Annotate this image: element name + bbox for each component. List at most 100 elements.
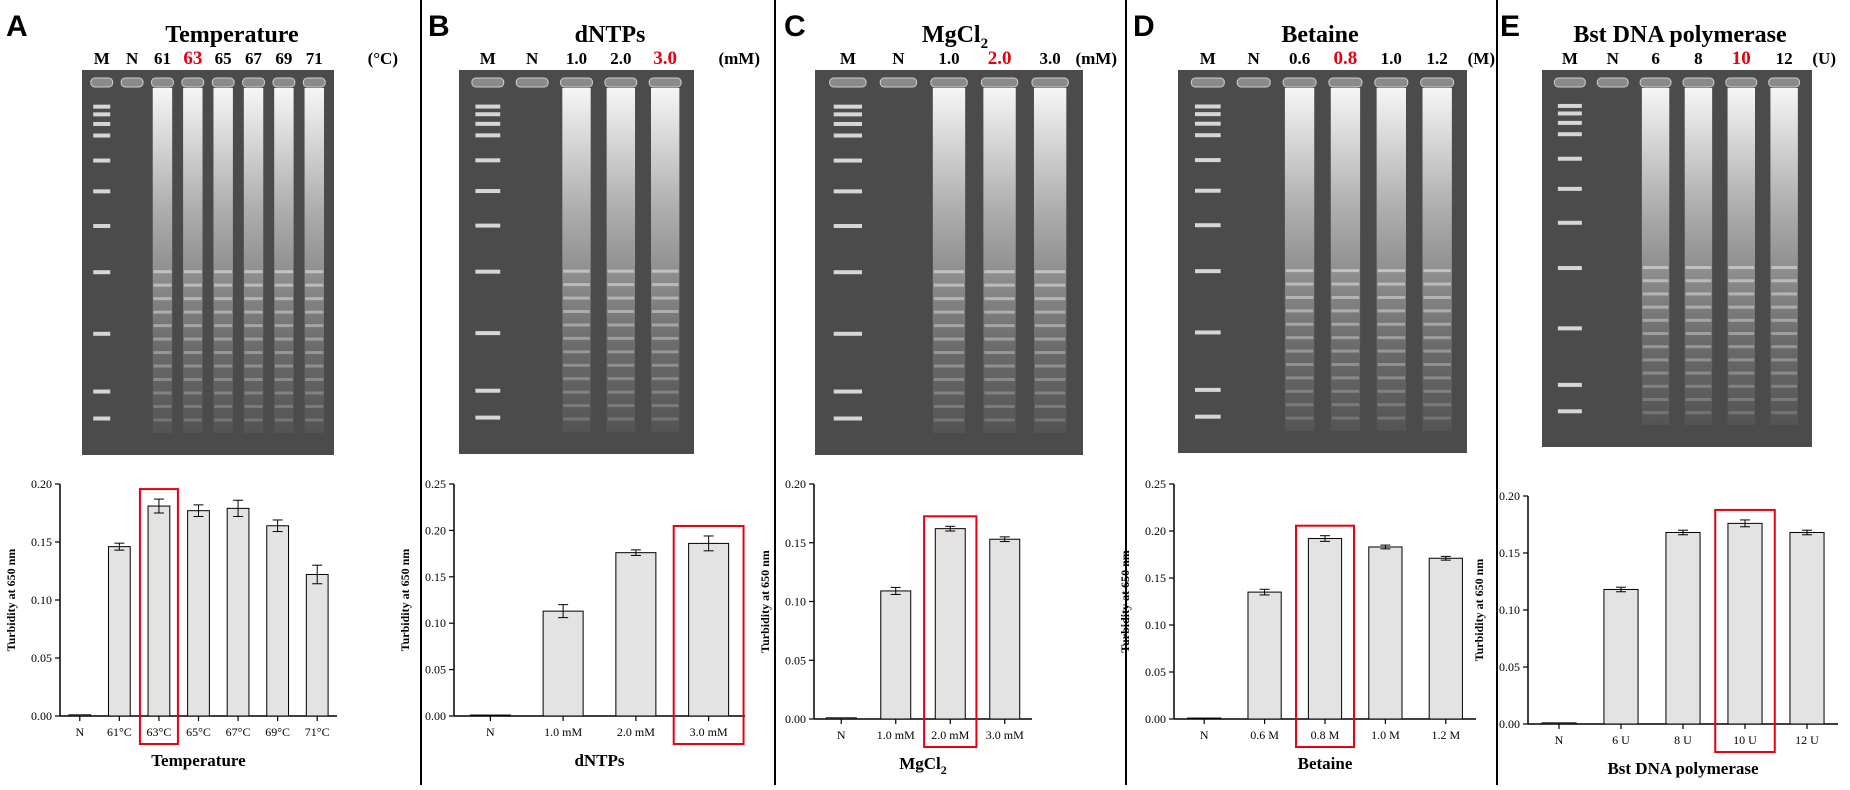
gel-band xyxy=(1423,403,1451,407)
gel-unit-label: (mM) xyxy=(1075,49,1117,68)
gel-band xyxy=(1285,322,1314,326)
gel-well xyxy=(604,77,638,88)
gel-lane-label: 65 xyxy=(215,49,232,68)
bar xyxy=(1727,522,1763,725)
gel-well xyxy=(120,77,144,88)
gel-band xyxy=(563,283,590,287)
gel-band xyxy=(1642,305,1669,309)
gel-well xyxy=(1682,77,1715,88)
gel-band xyxy=(1331,389,1360,393)
x-axis-label: Temperature xyxy=(151,751,246,770)
gel-band xyxy=(274,283,294,287)
marker-band xyxy=(1557,220,1582,225)
gel-lane-label: 3.0 xyxy=(653,48,677,69)
gel-band xyxy=(1285,376,1314,380)
marker-band xyxy=(1194,158,1221,163)
gel-band xyxy=(563,350,590,354)
y-tick-label: 0.00 xyxy=(1145,712,1166,726)
gel-band xyxy=(305,351,324,355)
gel-band xyxy=(1771,279,1797,283)
gel-band xyxy=(1034,351,1066,355)
gel-band xyxy=(244,351,263,355)
gel-lane-label: 1.2 xyxy=(1427,49,1448,68)
bar xyxy=(825,717,857,720)
gel-band xyxy=(153,297,172,301)
gel-band xyxy=(1331,295,1360,299)
gel-unit-label: (°C) xyxy=(368,49,398,68)
x-tick-label: N xyxy=(1555,733,1564,747)
gel-band xyxy=(651,283,679,287)
gel-band xyxy=(1377,416,1406,420)
gel-band xyxy=(1423,295,1451,299)
gel-band xyxy=(1728,397,1755,401)
bar xyxy=(1368,546,1403,720)
gel-band xyxy=(214,364,233,368)
gel-band xyxy=(563,417,590,421)
gel-band xyxy=(607,363,635,367)
x-tick-label: 1.0 M xyxy=(1371,728,1400,742)
gel-lane-label: N xyxy=(126,49,139,68)
y-tick-label: 0.20 xyxy=(785,477,806,491)
gel-band xyxy=(1728,318,1755,322)
gel-image xyxy=(82,70,334,455)
gel-band xyxy=(1377,282,1406,286)
y-tick-label: 0.05 xyxy=(1499,660,1520,674)
gel-band xyxy=(153,310,172,314)
bar xyxy=(187,510,210,717)
gel-band xyxy=(1771,292,1797,296)
x-axis-label: Betaine xyxy=(1298,754,1353,773)
gel-band xyxy=(651,350,679,354)
y-tick-label: 0.15 xyxy=(1145,571,1166,585)
marker-band xyxy=(475,112,501,117)
gel-lane-label: N xyxy=(1607,49,1620,68)
marker-band xyxy=(1557,326,1582,331)
gel-band xyxy=(1771,411,1797,415)
gel-band xyxy=(1034,310,1066,314)
x-tick-label: 0.8 M xyxy=(1311,728,1340,742)
gel-band xyxy=(153,391,172,395)
gel-well xyxy=(211,77,235,88)
x-axis-label-subscript: 2 xyxy=(941,763,947,777)
gel-band xyxy=(244,310,263,314)
bar xyxy=(615,552,657,717)
gel-band xyxy=(651,363,679,367)
gel-band xyxy=(1423,269,1451,273)
gel-band xyxy=(1285,403,1314,407)
gel-band xyxy=(183,391,202,395)
gel-band xyxy=(1331,376,1360,380)
marker-band xyxy=(833,270,863,275)
gel-band xyxy=(1331,269,1360,273)
gel-band xyxy=(305,337,324,341)
gel-band xyxy=(933,378,965,381)
panel-letter: B xyxy=(428,10,450,43)
gel-band xyxy=(1331,309,1360,313)
marker-band xyxy=(1194,188,1221,193)
gel-band xyxy=(1285,309,1314,313)
gel-band xyxy=(1423,362,1451,366)
gel-band xyxy=(153,351,172,355)
gel-well xyxy=(1374,77,1409,88)
gel-band xyxy=(244,337,263,341)
gel-band xyxy=(1642,397,1669,401)
gel-lane-label: 2.0 xyxy=(988,48,1012,69)
gel-band xyxy=(1728,305,1755,309)
marker-band xyxy=(475,269,501,274)
gel-band xyxy=(1642,371,1669,375)
gel-band xyxy=(1685,371,1712,375)
gel-band xyxy=(984,364,1015,368)
gel-well xyxy=(1282,77,1317,88)
gel-band xyxy=(274,310,294,314)
gel-smear xyxy=(213,88,233,433)
y-tick-label: 0.20 xyxy=(1145,524,1166,538)
gel-band xyxy=(274,337,294,341)
gel-well xyxy=(1725,77,1758,88)
gel-lane-label: 71 xyxy=(306,49,323,68)
gel-band xyxy=(1728,411,1755,415)
gel-band xyxy=(1331,282,1360,286)
panel-title-subscript: 2 xyxy=(981,36,989,52)
gel-unit-label: (mM) xyxy=(718,49,760,68)
marker-band xyxy=(1194,121,1221,126)
gel-band xyxy=(1642,318,1669,322)
gel-well xyxy=(1190,77,1225,88)
